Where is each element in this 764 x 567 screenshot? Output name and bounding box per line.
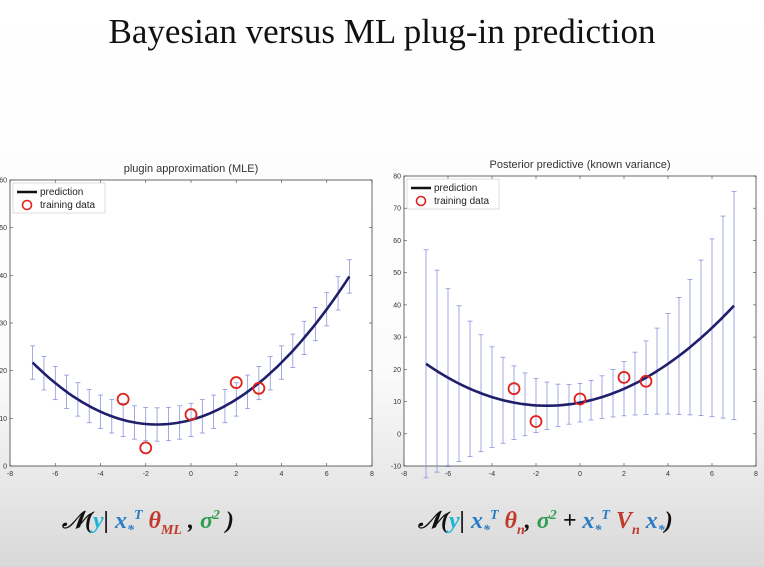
formula-right: 𝒩(y| x*T θn, σ2 + x*T Vn x*) [418,508,673,538]
formula-x: x*T [470,508,499,538]
formula-x2: x*T [582,508,610,538]
formula-y: y [449,508,460,534]
y-tick-label: 40 [0,273,7,280]
formula-left: 𝒩(y| x*T θML , σ2 ) [62,508,234,538]
y-tick-label: 50 [0,225,7,232]
x-tick-label: -8 [401,471,407,478]
y-tick-label: 20 [393,367,401,374]
y-tick-label: -10 [391,464,401,471]
y-tick-label: 10 [393,399,401,406]
x-tick-label: -2 [533,471,539,478]
training-data-point [639,374,653,388]
legend-training-marker [415,195,427,207]
x-tick-label: 6 [710,471,714,478]
legend-prediction-label: prediction [434,183,477,194]
x-tick-label: -6 [52,471,58,478]
y-tick-label: 40 [393,302,401,309]
y-tick-label: 10 [0,416,7,423]
legend-training-label: training data [40,200,95,211]
chart-posterior-predictive: Posterior predictive (known variance)-8-… [391,159,758,479]
formula-theta: θn [504,508,525,538]
y-tick-label: 60 [393,238,401,245]
legend-training-label: training data [434,196,489,207]
x-tick-label: 8 [370,471,374,478]
formula-theta: θML [148,508,182,538]
training-data-point [573,392,587,406]
y-tick-label: 80 [393,174,401,181]
legend-training-marker [21,199,33,211]
x-tick-label: 2 [234,471,238,478]
formula-x: x*T [114,508,143,538]
training-data-point [507,382,521,396]
x-tick-label: -8 [7,471,13,478]
training-data-point [116,392,130,406]
legend-box [12,182,106,214]
y-tick-label: 0 [3,464,7,471]
normal-symbol: 𝒩 [62,508,85,534]
prediction-curve [425,304,735,407]
normal-symbol: 𝒩 [418,508,441,534]
x-tick-label: -4 [97,471,103,478]
x-tick-label: 0 [189,471,193,478]
training-data-point [229,376,243,389]
y-tick-label: 70 [393,206,401,213]
y-tick-label: 0 [397,431,401,438]
slide-title: Bayesian versus ML plug-in prediction [108,12,656,51]
x-tick-label: 4 [280,471,284,478]
chart-title: plugin approximation (MLE) [124,163,259,175]
chart-title: Posterior predictive (known variance) [490,159,671,171]
y-tick-label: 60 [0,178,7,185]
y-tick-label: 30 [393,335,401,342]
formula-sigma: σ2 [536,508,557,534]
training-data-point [184,408,198,421]
formula-sigma: σ2 [199,508,220,534]
legend-prediction-label: prediction [40,187,83,198]
x-tick-label: -2 [143,471,149,478]
chart-plugin-mle: plugin approximation (MLE) -8 -6 -4 -2 0 2 4 6 8 0… [0,163,374,478]
plot-frame [403,175,757,467]
formula-V: Vn [615,508,640,538]
y-tick-label: 20 [0,368,7,375]
x-tick-label: 0 [578,471,582,478]
formula-x3: x* [645,508,665,538]
legend-box [406,178,500,210]
training-data-point [252,381,266,395]
x-tick-label: 2 [622,471,626,478]
y-tick-label: 30 [0,321,7,328]
y-tick-label: 50 [393,270,401,277]
formula-y: y [93,508,104,534]
x-tick-label: -6 [445,471,451,478]
training-data-point [617,370,631,384]
x-tick-label: 4 [666,471,670,478]
training-data-point [529,415,543,428]
x-tick-label: 6 [325,471,329,478]
x-tick-label: 8 [754,471,758,478]
x-tick-label: -4 [489,471,495,478]
training-data-point [139,441,153,455]
